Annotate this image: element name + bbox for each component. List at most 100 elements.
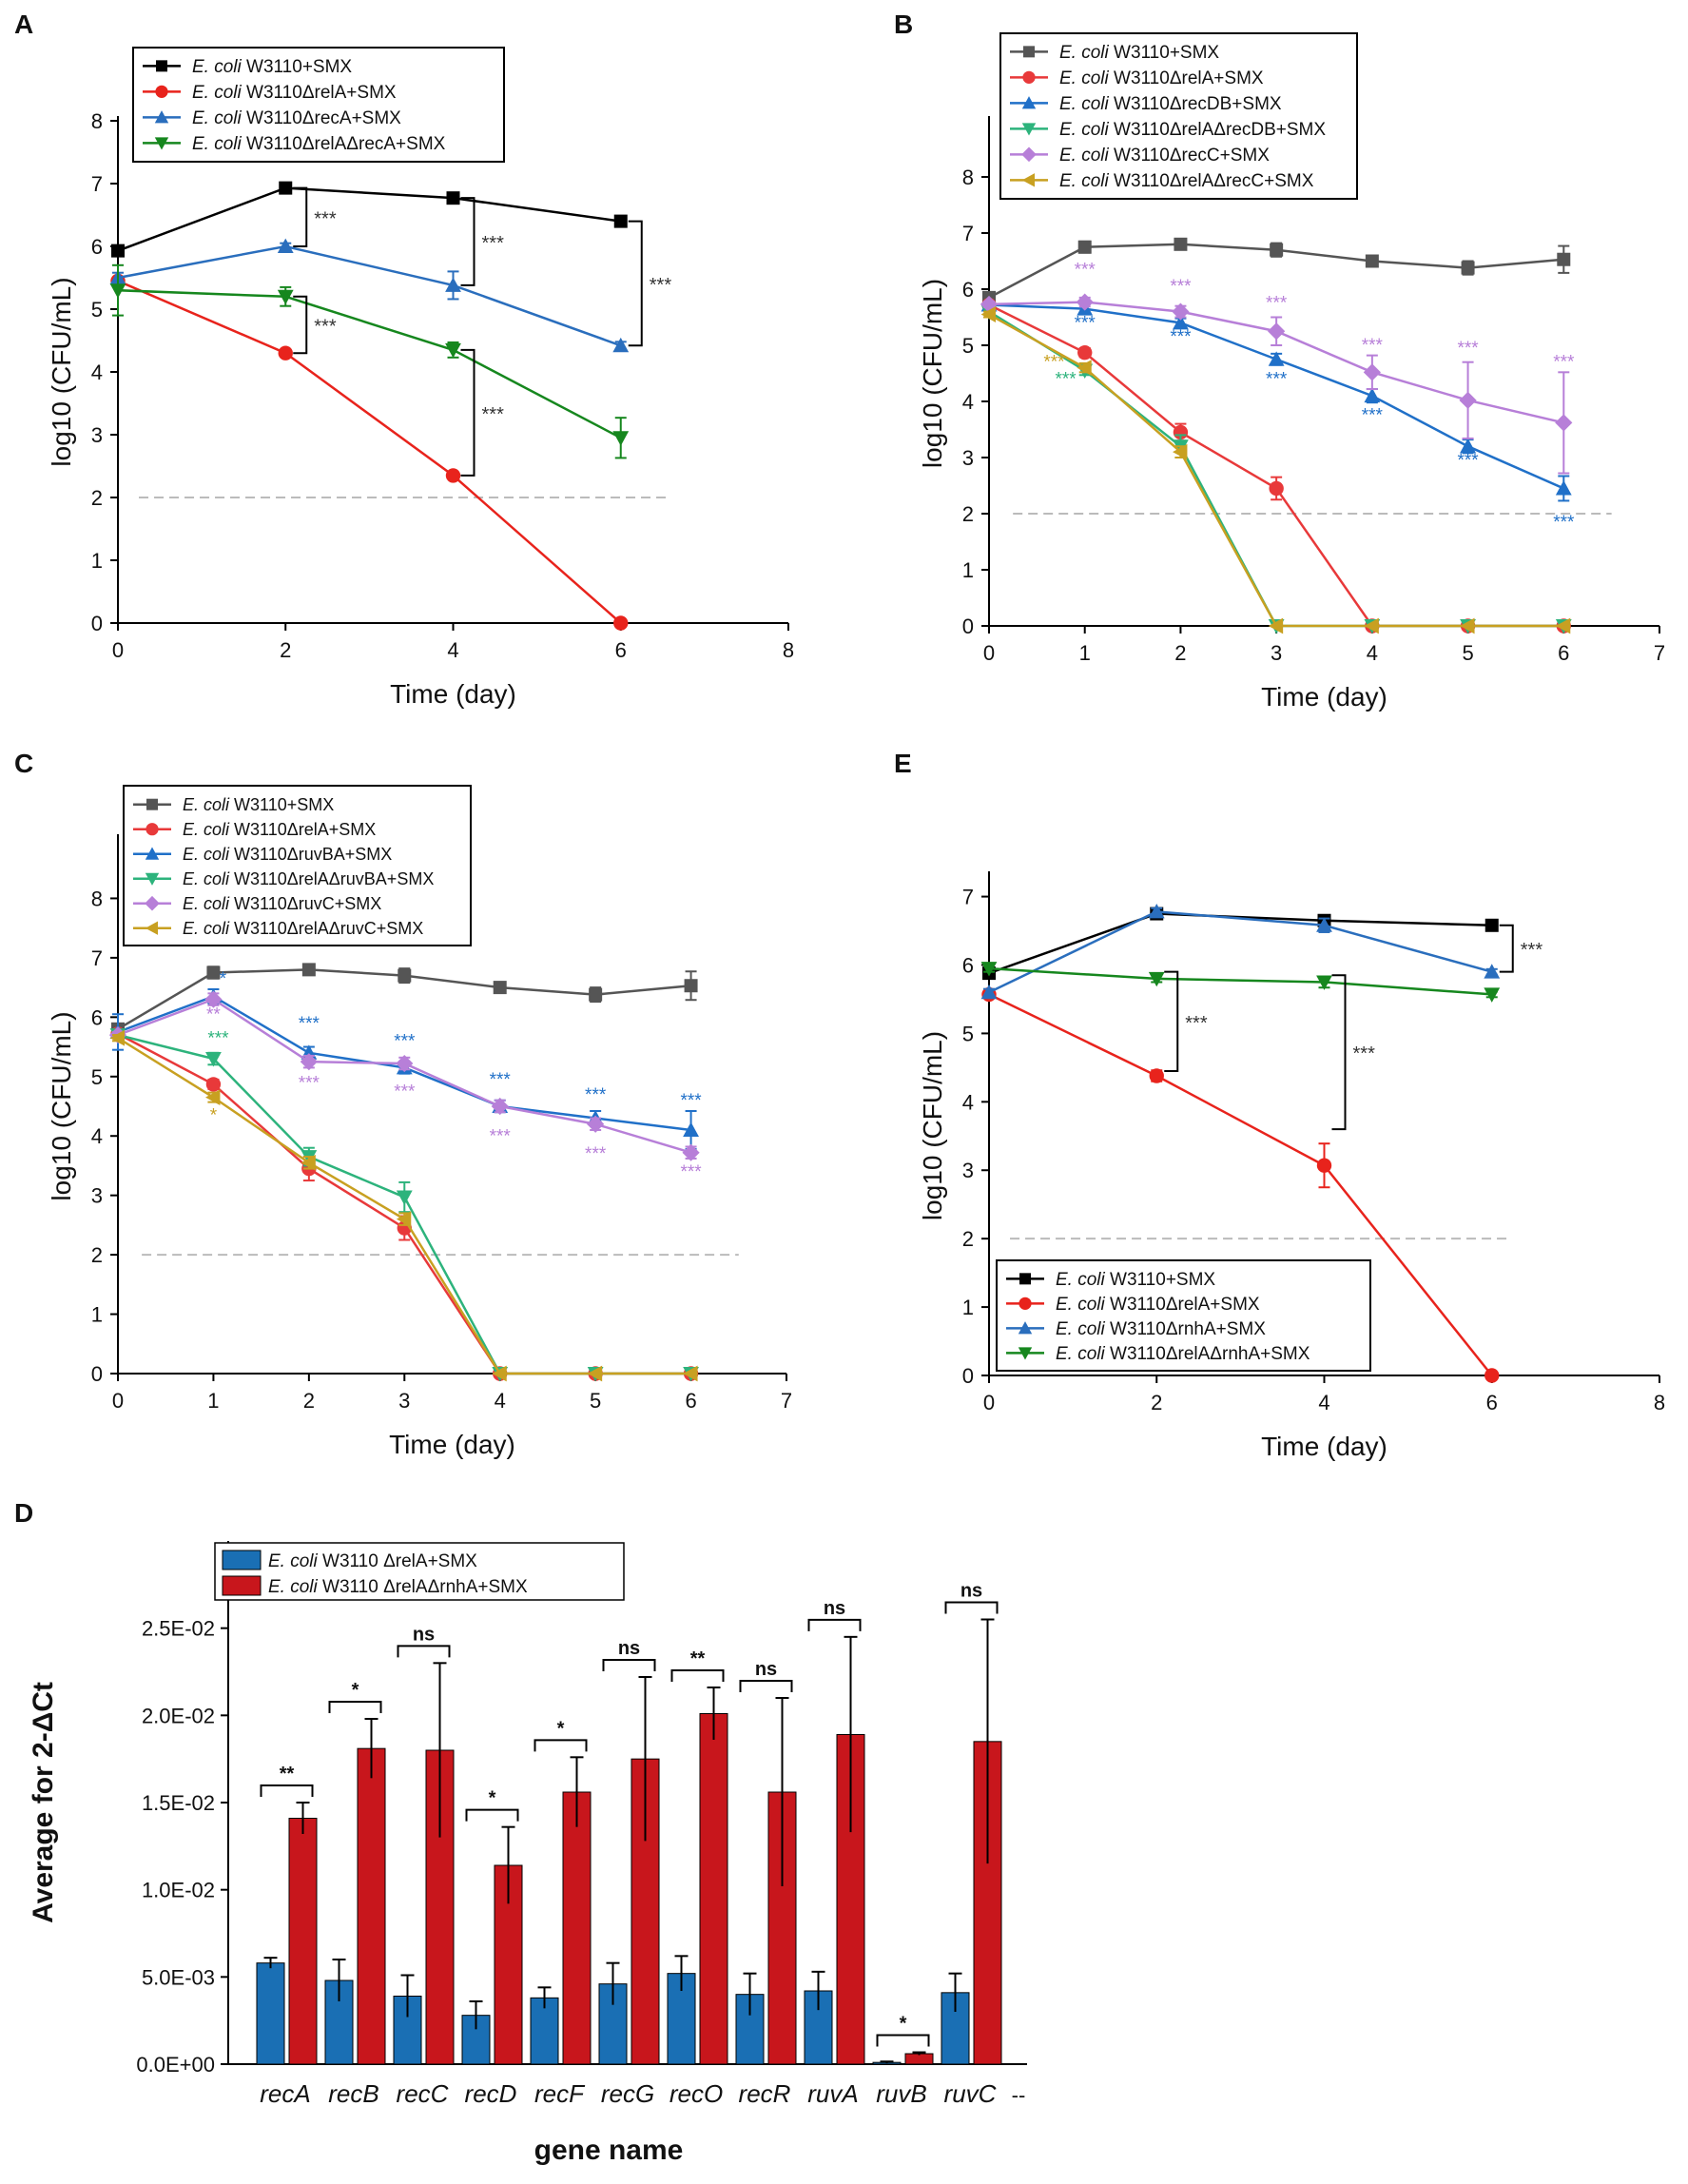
legend-label-1: E. coli W3110ΔrelA+SMX <box>1059 68 1264 88</box>
significance-stars: *** <box>680 1091 702 1111</box>
data-point <box>980 295 999 314</box>
significance-stars: *** <box>490 1126 512 1146</box>
data-point <box>1148 903 1165 919</box>
legend-label-4: E. coli W3110ΔrecC+SMX <box>1059 146 1270 166</box>
legend-label-2: E. coli W3110ΔrecA+SMX <box>192 108 401 128</box>
x-tick-label: 3 <box>1271 641 1282 665</box>
legend-species: E. coli <box>183 894 230 913</box>
data-point <box>1557 252 1571 266</box>
significance-bracket <box>460 348 475 477</box>
data-point <box>612 431 630 446</box>
x-tick-label: recC <box>397 2079 449 2108</box>
bar <box>562 1791 592 2065</box>
data-point <box>1076 293 1094 311</box>
significance-stars: *** <box>1075 260 1096 280</box>
legend-strain: W3110ΔrelAΔrnhA+SMX <box>1105 1344 1310 1364</box>
data-point <box>301 1154 316 1171</box>
y-tick-label: 4 <box>91 361 103 384</box>
legend-strain: W3110ΔrecDB+SMX <box>1109 94 1282 114</box>
data-point <box>396 1054 414 1073</box>
legend-marker <box>154 137 169 150</box>
y-tick-label: 3 <box>962 1159 974 1182</box>
y-tick-label: 6 <box>962 953 974 977</box>
x-tick-label: 8 <box>1654 1391 1665 1414</box>
data-point <box>1484 918 1499 932</box>
significance-bracket <box>670 1669 725 1682</box>
data-point <box>300 1053 318 1071</box>
y-tick-label: 6 <box>91 1005 103 1029</box>
legend-marker <box>1018 1347 1033 1360</box>
series-line-3 <box>988 966 1492 996</box>
significance-bracket <box>397 1645 451 1658</box>
data-point <box>445 277 461 292</box>
x-axis-title: gene name <box>534 2135 684 2166</box>
x-axis-title: Time (day) <box>1261 1432 1387 1461</box>
significance-bracket <box>739 1680 793 1692</box>
data-point <box>205 1077 222 1092</box>
x-tick-label: 2 <box>280 638 291 662</box>
legend-label-3: E. coli W3110ΔrelAΔrecDB+SMX <box>1059 120 1326 140</box>
data-point <box>1364 617 1379 634</box>
data-point <box>587 1115 605 1133</box>
data-point <box>1268 617 1284 634</box>
significance-label: ns <box>413 1624 435 1645</box>
legend-species: E. coli <box>1056 1319 1106 1339</box>
bar <box>357 1747 386 2065</box>
y-tick-label: 3 <box>91 423 103 447</box>
significance-stars: ** <box>206 1004 221 1024</box>
y-tick-label: 8 <box>91 887 103 910</box>
legend-label-5: E. coli W3110ΔrelAΔrecC+SMX <box>1059 171 1314 191</box>
y-tick-label: 0 <box>91 612 103 635</box>
x-axis-title: Time (day) <box>389 1430 515 1459</box>
series-line-0 <box>988 912 1492 975</box>
y-tick-label: 0 <box>91 1362 103 1386</box>
data-point <box>398 968 412 983</box>
legend-strain: W3110ΔrelA+SMX <box>1109 68 1264 88</box>
panel-label: C <box>14 749 33 778</box>
data-point <box>1555 617 1571 634</box>
legend-marker <box>146 798 158 810</box>
significance-stars: *** <box>1055 369 1077 389</box>
legend-species: E. coli <box>1056 1270 1106 1290</box>
legend-box <box>996 1259 1371 1372</box>
legend-species: E. coli <box>192 108 243 128</box>
legend-species: E. coli <box>1059 171 1110 191</box>
data-point <box>1461 261 1475 275</box>
significance-label: ns <box>824 1598 845 1619</box>
significance-bracket <box>1331 974 1347 1131</box>
data-point <box>109 1029 125 1046</box>
significance-bracket <box>293 295 308 355</box>
x-tick-label: ruvA <box>807 2079 858 2108</box>
legend-marker <box>145 921 158 935</box>
data-point <box>1173 315 1189 330</box>
y-tick-label: 1 <box>962 558 974 582</box>
significance-label: ** <box>280 1764 295 1784</box>
x-tick-label: recB <box>328 2079 378 2108</box>
legend-label-0: E. coli W3110+SMX <box>183 795 334 814</box>
significance-stars: *** <box>1170 327 1192 347</box>
data-point <box>613 615 629 631</box>
y-tick-label: 0 <box>962 1364 974 1388</box>
legend-strain: W3110ΔrelAΔrecC+SMX <box>1109 171 1314 191</box>
significance-stars: *** <box>585 1085 607 1105</box>
data-point <box>1174 237 1188 251</box>
legend-species: E. coli <box>183 869 230 888</box>
data-point <box>1363 363 1381 381</box>
legend-label-2: E. coli W3110ΔruvBA+SMX <box>183 845 392 864</box>
significance-label: ** <box>690 1648 706 1669</box>
significance-stars: *** <box>394 1082 416 1102</box>
data-point <box>1173 443 1188 460</box>
y-tick-label: 5 <box>91 1065 103 1089</box>
panel-B: B 0 1 2 3 4 5 6 7 0 1 2 3 4 5 6 7 8 Time (day) log10 (CFU/m… <box>894 10 1665 712</box>
data-point <box>396 1190 413 1205</box>
y-tick-label: 2.0E-02 <box>142 1704 215 1727</box>
significance-stars: *** <box>1043 353 1065 373</box>
legend-label-2: E. coli W3110ΔrnhA+SMX <box>1056 1319 1266 1339</box>
x-tick-label: 0 <box>112 638 124 662</box>
significance-stars: *** <box>650 275 672 296</box>
data-point <box>1316 975 1332 990</box>
legend-species: E. coli <box>192 57 243 77</box>
y-axis-title: log10 (CFU/mL) <box>47 277 76 466</box>
significance-stars: *** <box>1353 1043 1376 1064</box>
data-point <box>980 984 998 1000</box>
